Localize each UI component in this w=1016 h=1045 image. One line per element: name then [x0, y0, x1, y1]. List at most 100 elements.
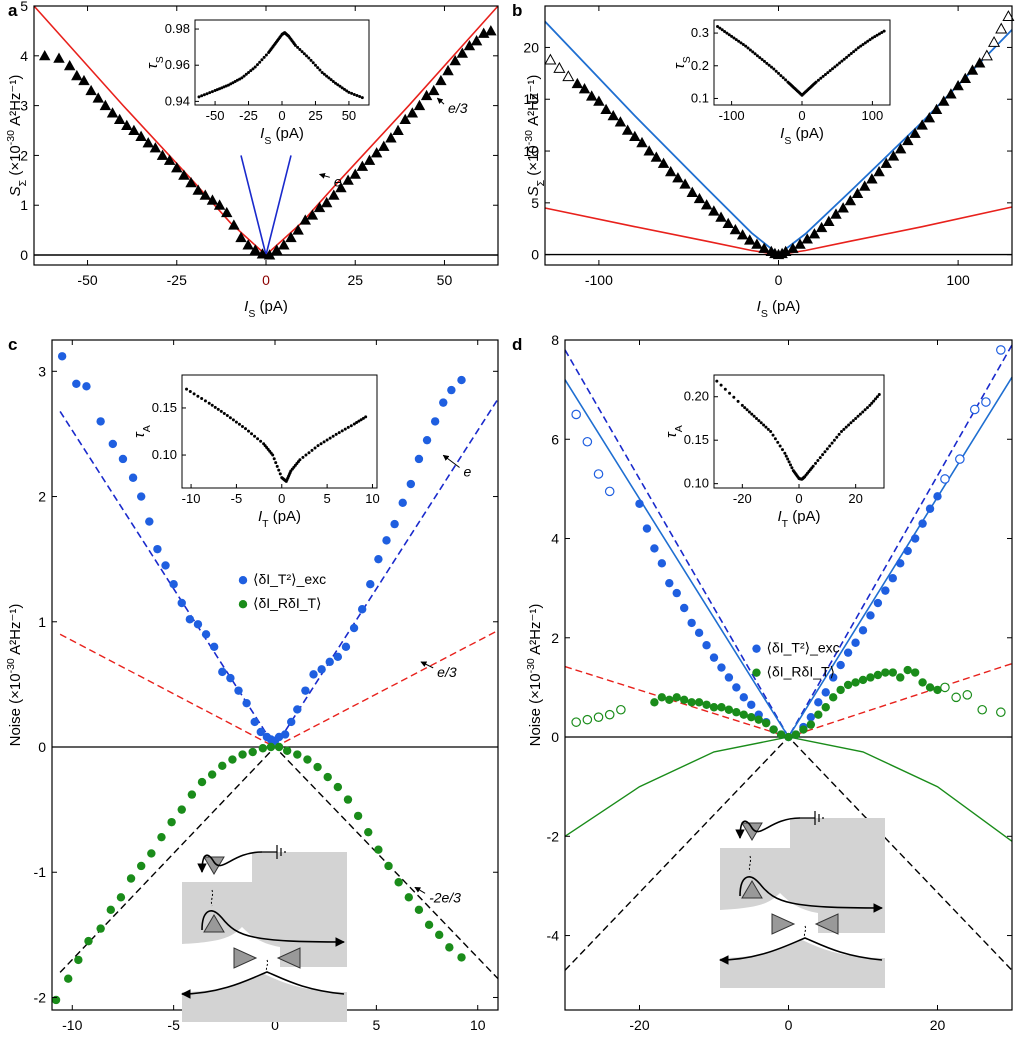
- inset-point: [772, 434, 775, 437]
- inset-y-tick-label: 0.2: [691, 58, 709, 73]
- inset-point: [815, 81, 818, 84]
- inset-point: [332, 435, 335, 438]
- inset-point: [323, 440, 326, 443]
- data-point: [431, 417, 439, 425]
- data-point: [84, 937, 92, 945]
- panel-letter: d: [512, 335, 522, 354]
- inset-point: [206, 92, 209, 95]
- inset-point: [304, 454, 307, 457]
- inset-point: [208, 91, 211, 94]
- data-point: [96, 924, 104, 932]
- inset-point: [720, 384, 723, 387]
- mesa-upper: [182, 852, 347, 967]
- inset-point: [307, 451, 310, 454]
- inset-point: [747, 47, 750, 50]
- y-tick-label: 20: [523, 39, 539, 55]
- inset-x-tick-label: -5: [231, 491, 243, 506]
- data-point: [436, 76, 446, 85]
- data-point: [896, 559, 904, 567]
- y-tick-label: 0: [38, 739, 46, 755]
- device-schematic: [720, 811, 885, 988]
- data-point: [229, 220, 239, 229]
- y-tick-label: -4: [547, 928, 560, 944]
- inset-point: [258, 61, 261, 64]
- inset-y-tick-label: 0.10: [684, 476, 709, 491]
- data-point: [777, 730, 785, 738]
- mesa-lower: [720, 940, 885, 988]
- inset-point: [310, 59, 313, 62]
- y-tick-label: 2: [551, 630, 559, 646]
- legend-label: ⟨δI_RδI_T⟩: [253, 595, 322, 611]
- inset-point: [790, 466, 793, 469]
- data-point: [399, 499, 407, 507]
- inset-point: [211, 90, 214, 93]
- data-point: [911, 534, 919, 542]
- x-tick-label: -10: [62, 1017, 82, 1033]
- inset-d: -20 0 200.100.150.20IT (pA)τA: [663, 375, 884, 530]
- data-point: [658, 559, 666, 567]
- inset-point: [256, 437, 259, 440]
- legend-label: ⟨δI_T²⟩_exc: [767, 640, 840, 656]
- data-point: [941, 683, 949, 691]
- inset-point: [852, 50, 855, 53]
- inset-point: [271, 454, 274, 457]
- data-point: [326, 658, 334, 666]
- data-point: [918, 519, 926, 527]
- data-point: [971, 405, 979, 413]
- inset-point: [273, 457, 276, 460]
- data-point: [287, 718, 295, 726]
- data-point: [161, 561, 169, 569]
- data-point: [622, 125, 632, 134]
- inset-y-label: τA: [131, 425, 153, 438]
- inset-point: [303, 52, 306, 55]
- data-point: [317, 665, 325, 673]
- data-point: [96, 417, 104, 425]
- data-point: [425, 921, 433, 929]
- panel-letter: c: [8, 335, 17, 354]
- data-point: [167, 818, 175, 826]
- inset-point: [298, 458, 301, 461]
- model-line: [565, 737, 1012, 841]
- inset-point: [294, 44, 297, 47]
- data-point: [687, 619, 695, 627]
- inset-point: [235, 421, 238, 424]
- inset-point: [326, 438, 329, 441]
- inset-x-tick-label: 50: [342, 108, 356, 123]
- inset-point: [329, 437, 332, 440]
- data-point: [236, 232, 246, 241]
- data-point: [283, 747, 291, 755]
- data-point: [881, 668, 889, 676]
- data-point: [997, 708, 1005, 716]
- data-point: [572, 718, 580, 726]
- inset-point: [758, 56, 761, 59]
- data-point: [740, 693, 748, 701]
- panel-c: c-10-50510-2-10123IT (pA)Noise (×10-30 A…: [5, 335, 498, 1045]
- inset-point: [854, 417, 857, 420]
- inset-point: [829, 69, 832, 72]
- data-point: [157, 833, 165, 841]
- inset-point: [779, 74, 782, 77]
- data-point: [153, 545, 161, 553]
- inset-y-tick-label: 0.94: [165, 93, 190, 108]
- inset-frame: [714, 375, 884, 488]
- panel-letter: b: [512, 1, 522, 20]
- data-point: [755, 715, 763, 723]
- y-axis-label: SΣ (×10-30 A²Hz⁻¹): [5, 75, 29, 197]
- data-point: [301, 686, 309, 694]
- x-tick-label: 0: [775, 272, 783, 288]
- inset-point: [754, 52, 757, 55]
- data-point: [129, 474, 137, 482]
- data-point: [374, 846, 382, 854]
- data-point: [583, 715, 591, 723]
- inset-point: [229, 416, 232, 419]
- data-point: [989, 37, 999, 46]
- inset-c: -10 -5 0 5 10 0.10 0.15 IT (pA) τA: [131, 375, 380, 530]
- inset-point: [217, 408, 220, 411]
- data-point: [617, 706, 625, 714]
- x-tick-label: -20: [629, 1017, 649, 1033]
- data-point: [644, 146, 654, 155]
- inset-point: [715, 380, 718, 383]
- data-point: [762, 719, 770, 727]
- mesa-upper: [720, 818, 885, 933]
- inset-point: [253, 435, 256, 438]
